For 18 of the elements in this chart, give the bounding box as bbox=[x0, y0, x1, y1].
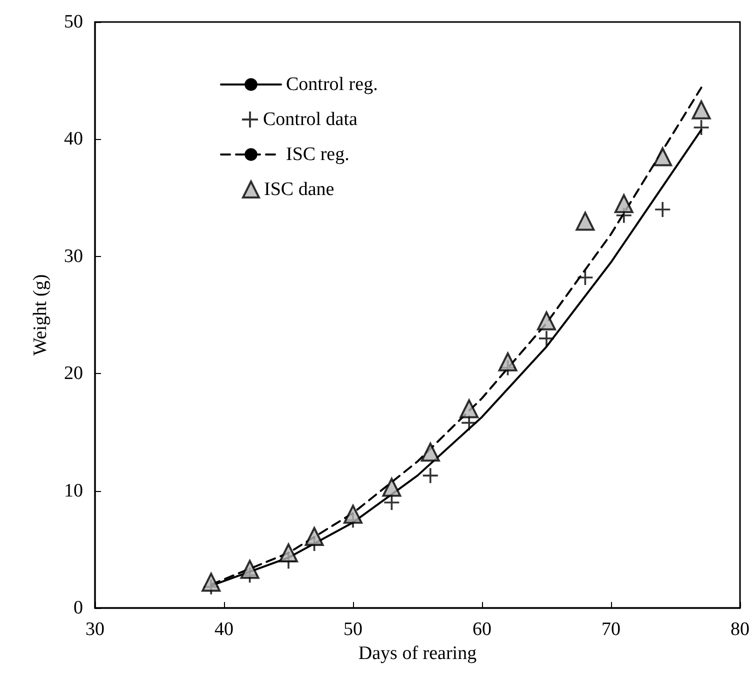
legend-label: Control reg. bbox=[286, 74, 378, 95]
x-axis-title: Days of rearing bbox=[358, 642, 478, 664]
legend-label: ISC reg. bbox=[286, 144, 350, 165]
y-axis-title: Weight (g) bbox=[30, 274, 51, 356]
y-tick-label: 50 bbox=[64, 12, 83, 32]
y-tick-label: 20 bbox=[64, 363, 83, 384]
legend-label: Control data bbox=[263, 109, 358, 130]
x-tick-label: 60 bbox=[472, 619, 492, 640]
x-tick-label: 40 bbox=[214, 619, 234, 640]
legend-label: ISC dane bbox=[264, 179, 334, 200]
x-tick-label: 80 bbox=[730, 619, 750, 640]
y-tick-label: 30 bbox=[64, 246, 83, 267]
y-tick-label: 0 bbox=[74, 598, 83, 618]
y-tick-label: 10 bbox=[64, 480, 83, 502]
x-tick-label: 70 bbox=[602, 619, 620, 640]
x-tick-label: 50 bbox=[344, 619, 362, 640]
y-tick-label: 40 bbox=[64, 128, 83, 150]
x-tick-label: 30 bbox=[86, 619, 104, 640]
